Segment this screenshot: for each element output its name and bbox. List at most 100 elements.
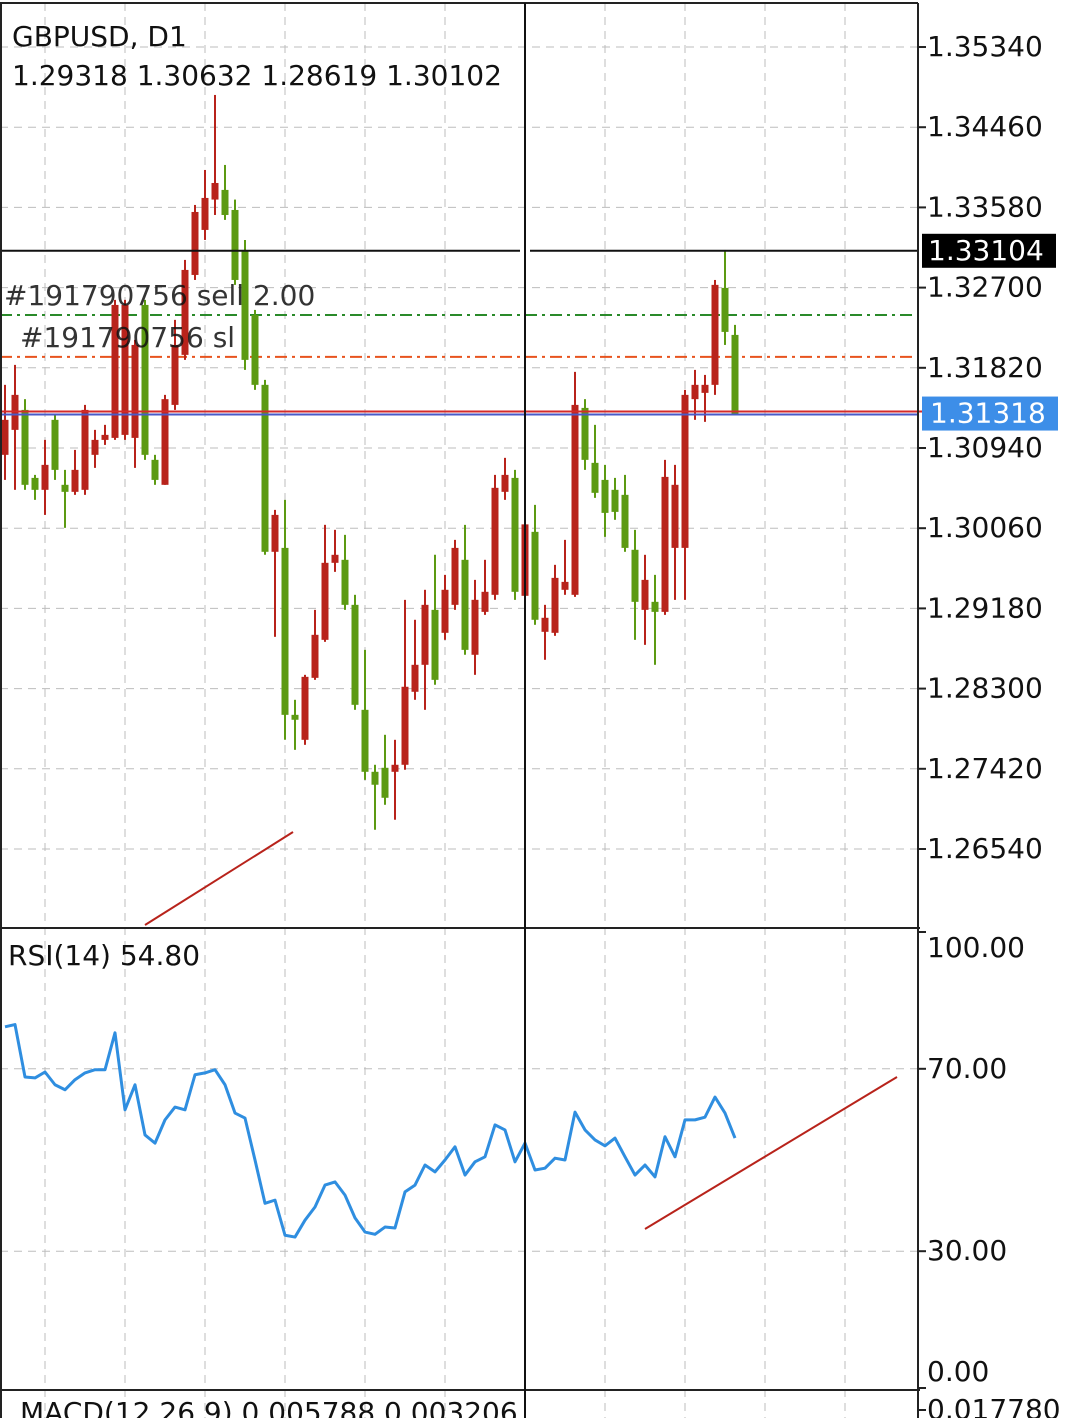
candle-body [181, 269, 189, 355]
candle-body [51, 419, 59, 470]
candle-body [161, 399, 169, 485]
rsi-title: RSI(14) 54.80 [8, 939, 200, 972]
ohlc-close: 1.30102 [386, 59, 502, 92]
candle-body [401, 686, 409, 765]
ohlc-readout: 1.29318 1.30632 1.28619 1.30102 [12, 59, 502, 92]
y-tick-label: 1.30940 [927, 431, 1043, 464]
rsi-line [4, 1023, 737, 1239]
candle-body [571, 404, 579, 595]
candle-body [111, 304, 119, 438]
candle-body [481, 591, 489, 612]
y-tick-label: 1.28300 [927, 672, 1043, 705]
symbol-title: GBPUSD, D1 [12, 20, 187, 53]
candle-body [611, 489, 619, 512]
candle-body [661, 476, 669, 612]
candle-body [331, 554, 339, 563]
candle-body [711, 284, 719, 385]
candle-body [251, 314, 259, 385]
candle-body [471, 599, 479, 655]
candle-body [581, 407, 589, 460]
y-tick-label: 1.29180 [927, 591, 1043, 624]
y-tick-label: 1.31820 [927, 351, 1043, 384]
candle-body [631, 549, 639, 602]
y-tick-label: 0.017780 [927, 1393, 1061, 1418]
y-tick-label: 1.35340 [927, 30, 1043, 63]
candle-body [71, 469, 79, 492]
y-tick-label: 100.00 [927, 931, 1025, 964]
crosshair-price-label: 1.33104 [928, 234, 1044, 267]
candle-body [1, 419, 9, 455]
candle-body [131, 344, 139, 438]
candle-body [431, 609, 439, 680]
candle-body [301, 676, 309, 740]
candle-body [291, 714, 299, 720]
candle-body [691, 384, 699, 400]
candle-body [101, 434, 109, 440]
candle-body [451, 547, 459, 605]
y-tick-label: 0.00 [927, 1355, 989, 1388]
y-tick-label: 1.26540 [927, 832, 1043, 865]
y-tick-label: 1.30060 [927, 511, 1043, 544]
macd-title: MACD(12,26,9) 0.005788 0.003206 [20, 1396, 518, 1418]
order-label: #191790756 sl [20, 321, 235, 354]
y-tick-label: 1.33580 [927, 190, 1043, 223]
candle-body [151, 459, 159, 480]
candle-body [281, 547, 289, 715]
candle-body [341, 559, 349, 605]
candle-body [531, 531, 539, 620]
candle-body [511, 477, 519, 592]
candle-body [701, 384, 709, 393]
candle-body [211, 182, 219, 200]
candle-body [141, 304, 149, 455]
candle-body [61, 484, 69, 492]
candle-body [561, 581, 569, 590]
candle-body [201, 197, 209, 230]
trend-line [144, 831, 294, 926]
candle-body [651, 601, 659, 612]
order-label: #191790756 sell 2.00 [4, 279, 315, 312]
bid-price-box [922, 396, 1058, 431]
candle-body [21, 409, 29, 485]
y-tick-label: 1.32700 [927, 271, 1043, 304]
candle-body [461, 559, 469, 650]
candle-body [501, 474, 509, 492]
candle-body [591, 462, 599, 493]
candle-body [411, 664, 419, 692]
candle-body [381, 767, 389, 798]
candle-body [351, 604, 359, 705]
ohlc-high: 1.30632 [137, 59, 253, 92]
rsi-trend-line [644, 1076, 898, 1230]
candle-body [31, 477, 39, 490]
candle-body [221, 189, 229, 215]
candle-body [421, 604, 429, 665]
candle-body [441, 589, 449, 633]
candle-body [601, 479, 609, 513]
candle-body [621, 494, 629, 548]
candle-body [491, 487, 499, 595]
candle-body [371, 771, 379, 785]
crosshair-price-box [922, 233, 1056, 268]
candle-body [41, 464, 49, 490]
candle-body [391, 764, 399, 772]
y-tick-label: 70.00 [927, 1052, 1007, 1085]
candle-body [241, 249, 249, 360]
candle-body [681, 394, 689, 548]
candle-body [361, 709, 369, 772]
candle-body [171, 344, 179, 405]
candle-body [551, 577, 559, 633]
candle-body [191, 211, 199, 275]
candle-body [231, 209, 239, 280]
y-tick-label: 30.00 [927, 1234, 1007, 1267]
candle-body [91, 439, 99, 455]
candle-body [81, 409, 89, 490]
bid-price-label: 1.31318 [930, 397, 1046, 430]
ohlc-low: 1.28619 [261, 59, 377, 92]
plot-layer: 1.35340 1.34460 1.33580 1.32700 1.31820 1.309… [0, 30, 1061, 1418]
candle-body [671, 484, 679, 548]
candle-body [261, 384, 269, 552]
ohlc-open: 1.29318 [12, 59, 128, 92]
candle-body [321, 562, 329, 640]
y-tick-label: 1.27420 [927, 752, 1043, 785]
